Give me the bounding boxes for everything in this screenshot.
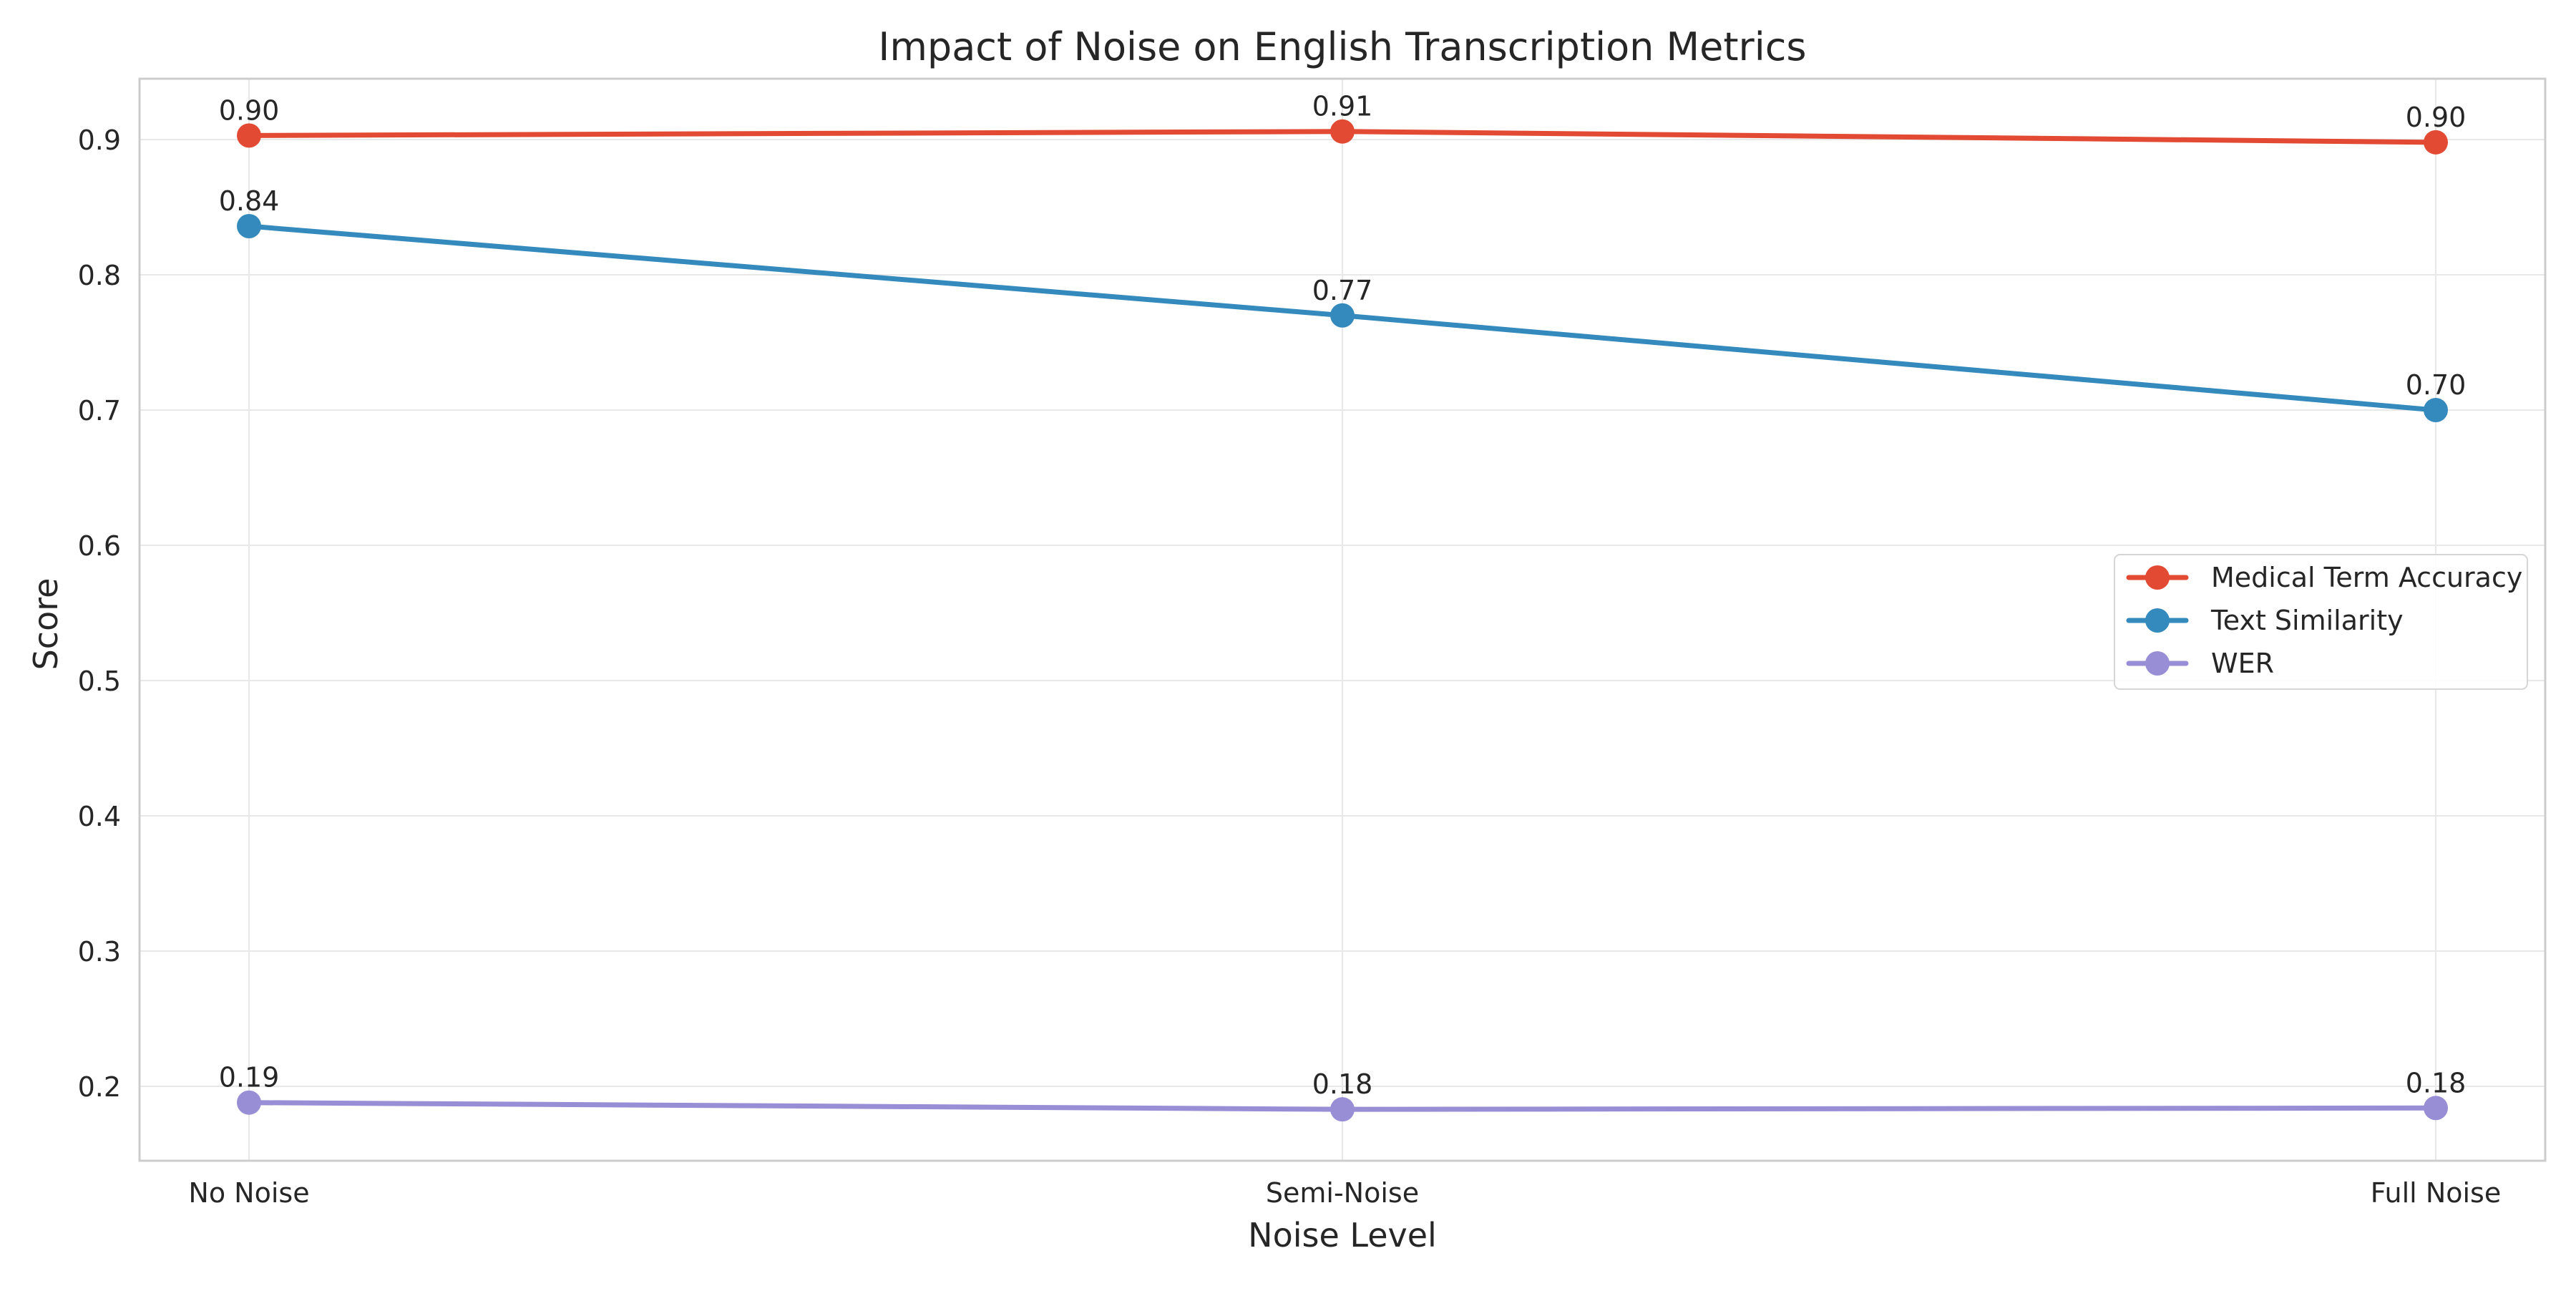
data-label: 0.18: [2406, 1067, 2467, 1098]
data-label: 0.90: [219, 94, 280, 126]
legend-swatch-marker: [2145, 651, 2170, 676]
legend-box: [2114, 554, 2528, 690]
x-tick-label: Full Noise: [2371, 1177, 2501, 1209]
y-axis-label: Score: [26, 578, 65, 671]
data-point: [2424, 398, 2448, 423]
data-label: 0.77: [1312, 275, 1373, 306]
data-point: [1330, 303, 1355, 328]
data-label: 0.19: [219, 1062, 280, 1093]
series-layer: [237, 119, 2448, 1122]
y-tick-label: 0.2: [78, 1071, 121, 1103]
data-label: 0.90: [2406, 102, 2467, 133]
axes-layer: 0.2 0.3 0.4 0.5 0.6 0.7 0.8 0.9 No Noise Semi-Noi…: [78, 77, 2547, 1209]
data-label: 0.91: [1312, 91, 1373, 122]
y-tick-label: 0.5: [78, 666, 121, 697]
chart-title: Impact of Noise on English Transcription…: [878, 24, 1806, 69]
data-label: 0.70: [2406, 369, 2467, 401]
plot-frame: [138, 77, 2547, 1162]
y-tick-label: 0.8: [78, 260, 121, 291]
data-point: [237, 123, 261, 148]
y-tick-label: 0.4: [78, 801, 121, 832]
data-label: 0.18: [1312, 1068, 1373, 1100]
data-point: [237, 1090, 261, 1115]
data-point: [1330, 1097, 1355, 1122]
data-labels-layer: 0.90 0.91 0.90 0.84 0.77 0.70 0.19 0.18 0.18: [219, 91, 2467, 1100]
legend-entry-label: Medical Term Accuracy: [2211, 562, 2522, 593]
legend: Medical Term Accuracy Text Similarity WER: [2114, 554, 2528, 690]
x-axis-label: Noise Level: [1248, 1216, 1437, 1255]
y-tick-label: 0.7: [78, 395, 121, 427]
data-point: [1330, 119, 1355, 144]
y-tick-label: 0.3: [78, 936, 121, 968]
legend-swatch-marker: [2145, 608, 2170, 633]
legend-entry-label: Text Similarity: [2210, 605, 2404, 636]
data-point: [237, 214, 261, 239]
data-point: [2424, 1096, 2448, 1121]
y-tick-label: 0.6: [78, 530, 121, 562]
x-tick-label: No Noise: [188, 1177, 309, 1209]
data-label: 0.84: [219, 185, 280, 217]
legend-swatch-marker: [2145, 565, 2170, 590]
x-tick-label: Semi-Noise: [1266, 1177, 1419, 1209]
legend-entry-label: WER: [2211, 648, 2274, 679]
y-tick-label: 0.9: [78, 125, 121, 156]
data-point: [2424, 130, 2448, 155]
